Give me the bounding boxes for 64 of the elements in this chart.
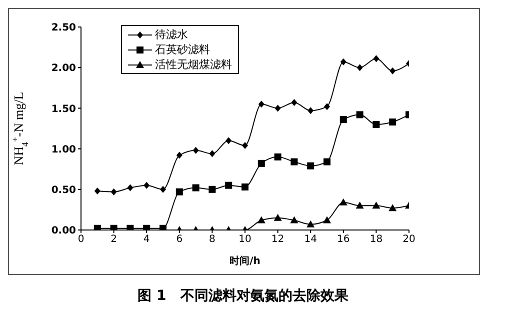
point <box>356 202 364 209</box>
point <box>127 184 134 192</box>
y-tick-label: 2.50 <box>51 22 76 34</box>
point <box>372 120 380 128</box>
x-tick-label: 8 <box>209 234 216 246</box>
point <box>390 67 396 74</box>
x-axis-title: 时间/h <box>230 255 260 267</box>
x-tick-label: 20 <box>402 234 416 246</box>
point <box>324 103 330 110</box>
x-tick-label: 6 <box>176 234 183 246</box>
y-tick-label: 1.00 <box>51 144 76 156</box>
x-tick-label: 10 <box>238 234 252 246</box>
point <box>340 58 346 66</box>
x-tick-label: 0 <box>78 234 84 246</box>
point <box>274 153 282 160</box>
point <box>257 216 266 224</box>
legend-label: 石英砂滤料 <box>155 42 210 57</box>
point <box>160 186 166 193</box>
point <box>323 216 331 224</box>
point <box>372 202 380 209</box>
legend-label: 活性无烟煤滤料 <box>155 57 232 72</box>
point <box>308 107 314 114</box>
x-tick-label: 4 <box>143 234 150 246</box>
caption: 图 1 不同滤料对氨氮的去除效果 <box>136 287 350 305</box>
x-tick-label: 18 <box>370 234 383 246</box>
y-tick-label: 1.50 <box>51 104 76 115</box>
point <box>373 55 380 62</box>
x-tick-label: 14 <box>304 234 317 246</box>
point <box>307 162 314 170</box>
point <box>389 118 396 126</box>
point <box>192 184 200 192</box>
point <box>226 137 232 144</box>
x-tick-label: 12 <box>271 234 284 246</box>
point <box>306 220 315 228</box>
point <box>258 160 265 167</box>
point <box>242 142 248 150</box>
y-tick-label: 0.50 <box>51 184 76 196</box>
legend-label: 待滤水 <box>155 27 188 42</box>
point <box>110 188 117 196</box>
point <box>356 64 363 72</box>
y-tick-label: 0.00 <box>51 226 76 237</box>
point <box>356 111 364 118</box>
point <box>209 150 216 158</box>
point <box>274 214 282 221</box>
point <box>258 100 264 108</box>
point <box>176 188 183 196</box>
y-tick-label: 2.00 <box>51 63 76 74</box>
point <box>94 188 100 195</box>
point <box>242 183 248 190</box>
x-tick-label: 16 <box>337 234 350 246</box>
point <box>340 116 347 124</box>
point <box>388 204 397 212</box>
point <box>290 158 298 166</box>
point <box>291 99 298 106</box>
point <box>290 216 298 224</box>
point <box>339 198 348 206</box>
point <box>274 104 281 112</box>
point <box>324 158 330 166</box>
point <box>208 186 216 193</box>
point <box>176 152 182 159</box>
point <box>225 182 232 189</box>
point <box>144 182 150 189</box>
x-tick-label: 2 <box>110 234 117 246</box>
point <box>192 146 199 154</box>
